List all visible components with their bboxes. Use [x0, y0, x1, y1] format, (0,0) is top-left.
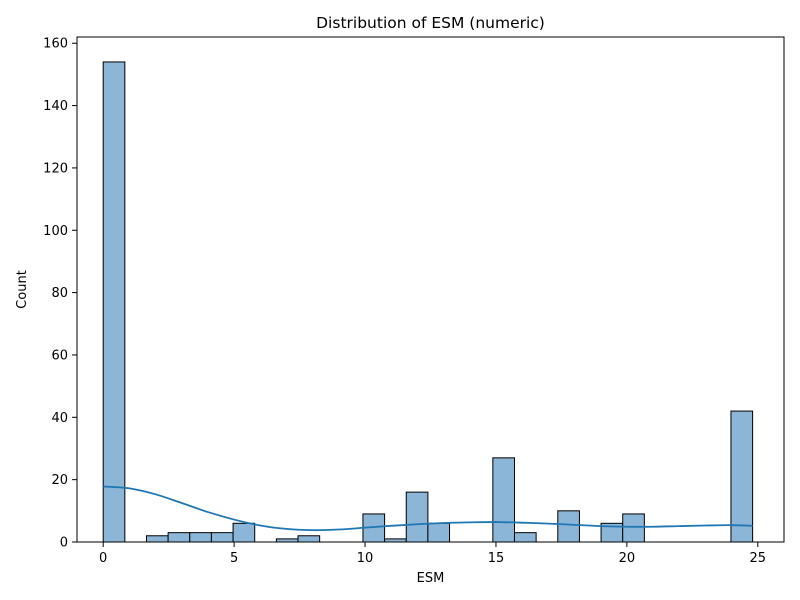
chart-title: Distribution of ESM (numeric) — [316, 14, 545, 32]
kde-curve — [103, 485, 753, 532]
y-tick-label: 0 — [60, 536, 68, 551]
histogram-bar — [232, 522, 256, 543]
histogram-bar — [297, 535, 321, 543]
x-tick-label: 25 — [750, 551, 767, 566]
y-tick-label: 60 — [51, 348, 68, 363]
histogram-bar — [513, 532, 537, 543]
x-tick-label: 5 — [230, 551, 238, 566]
histogram-bar — [557, 510, 580, 543]
x-tick-label: 20 — [619, 551, 636, 566]
y-axis-label: Count — [15, 270, 30, 309]
histogram-bar — [622, 513, 645, 543]
histogram-bar — [167, 532, 191, 543]
histogram-bar — [730, 410, 754, 543]
y-tick-label: 20 — [51, 473, 68, 488]
bars-group — [102, 61, 754, 543]
y-tick-label: 120 — [43, 161, 68, 176]
y-tick-label: 160 — [43, 37, 68, 52]
plot-frame — [76, 36, 785, 543]
y-tick-label: 100 — [43, 224, 68, 239]
y-tick-label: 140 — [43, 99, 68, 114]
x-axis-label: ESM — [417, 571, 445, 586]
histogram-bar — [102, 61, 126, 543]
x-axis: 0 5 10 15 20 25 — [99, 542, 766, 566]
y-tick-label: 80 — [51, 286, 68, 301]
x-tick-label: 15 — [488, 551, 505, 566]
x-tick-label: 0 — [99, 551, 107, 566]
y-axis: 0 20 40 60 80 100 120 140 160 — [43, 37, 77, 551]
histogram-bar — [427, 522, 451, 543]
histogram-bar — [405, 491, 429, 543]
histogram-bar — [492, 457, 515, 543]
y-tick-label: 40 — [51, 411, 68, 426]
histogram-bar — [189, 532, 212, 543]
histogram-bar — [210, 532, 234, 543]
histogram-bar — [145, 535, 169, 543]
x-tick-label: 10 — [357, 551, 374, 566]
